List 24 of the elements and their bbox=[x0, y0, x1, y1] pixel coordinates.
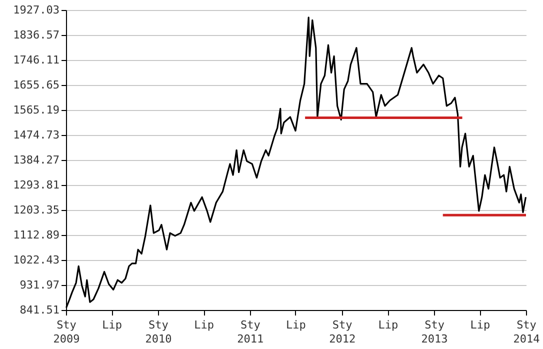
x-tick-label: Sty 2011 bbox=[237, 318, 264, 346]
x-tick-label: Lip bbox=[286, 318, 306, 332]
y-tick-label: 841.51 bbox=[20, 304, 60, 316]
y-tick-label: 1203.35 bbox=[13, 204, 60, 216]
y-tick-label: 1836.57 bbox=[13, 28, 60, 42]
x-tick-label: Sty 2009 bbox=[53, 318, 80, 346]
x-tick-label: Lip bbox=[102, 318, 122, 332]
y-tick-label: 931.97 bbox=[20, 278, 60, 292]
x-tick-label: Sty 2012 bbox=[329, 318, 356, 346]
x-tick-label: Lip bbox=[378, 318, 398, 332]
y-tick-label: 1927.03 bbox=[13, 4, 60, 16]
x-tick-label: Sty 2013 bbox=[421, 318, 448, 346]
y-tick-label: 1655.65 bbox=[13, 78, 60, 92]
y-tick-label: 1112.89 bbox=[13, 228, 60, 242]
x-tick-label: Sty 2010 bbox=[145, 318, 172, 346]
y-tick-label: 1565.19 bbox=[13, 104, 60, 116]
y-tick-label: 1746.11 bbox=[13, 54, 60, 66]
y-tick-label: 1384.27 bbox=[13, 154, 60, 166]
x-tick-label: Sty 2014 bbox=[513, 318, 540, 346]
y-tick-label: 1022.43 bbox=[13, 254, 60, 266]
y-tick-label: 1293.81 bbox=[13, 178, 60, 192]
x-tick-label: Lip bbox=[470, 318, 490, 332]
y-tick-label: 1474.73 bbox=[13, 128, 60, 142]
x-tick-label: Lip bbox=[194, 318, 214, 332]
